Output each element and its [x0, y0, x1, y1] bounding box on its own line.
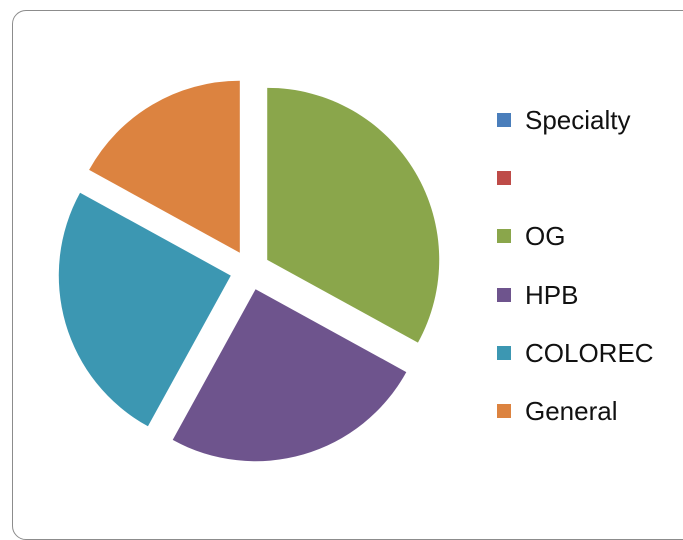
- pie-slice-og: [267, 87, 440, 343]
- legend-swatch-unlabeled: [497, 171, 511, 186]
- legend-label-hpb: HPB: [525, 279, 579, 310]
- pie-slice-colorec: [58, 192, 231, 427]
- legend-label-colorec: COLOREC: [525, 337, 654, 368]
- legend-swatch-og: [497, 229, 511, 244]
- legend-swatch-specialty: [497, 113, 511, 127]
- legend-swatch-general: [497, 403, 511, 418]
- legend-swatch-colorec: [497, 345, 511, 360]
- legend-label-specialty: Specialty: [525, 105, 631, 135]
- pie-chart: [58, 80, 440, 462]
- pie-slice-general: [89, 80, 240, 253]
- pie-slice-hpb: [172, 289, 407, 462]
- legend-label-general: General: [525, 395, 618, 426]
- legend-label-og: OG: [525, 221, 566, 252]
- legend-swatch-hpb: [497, 287, 511, 302]
